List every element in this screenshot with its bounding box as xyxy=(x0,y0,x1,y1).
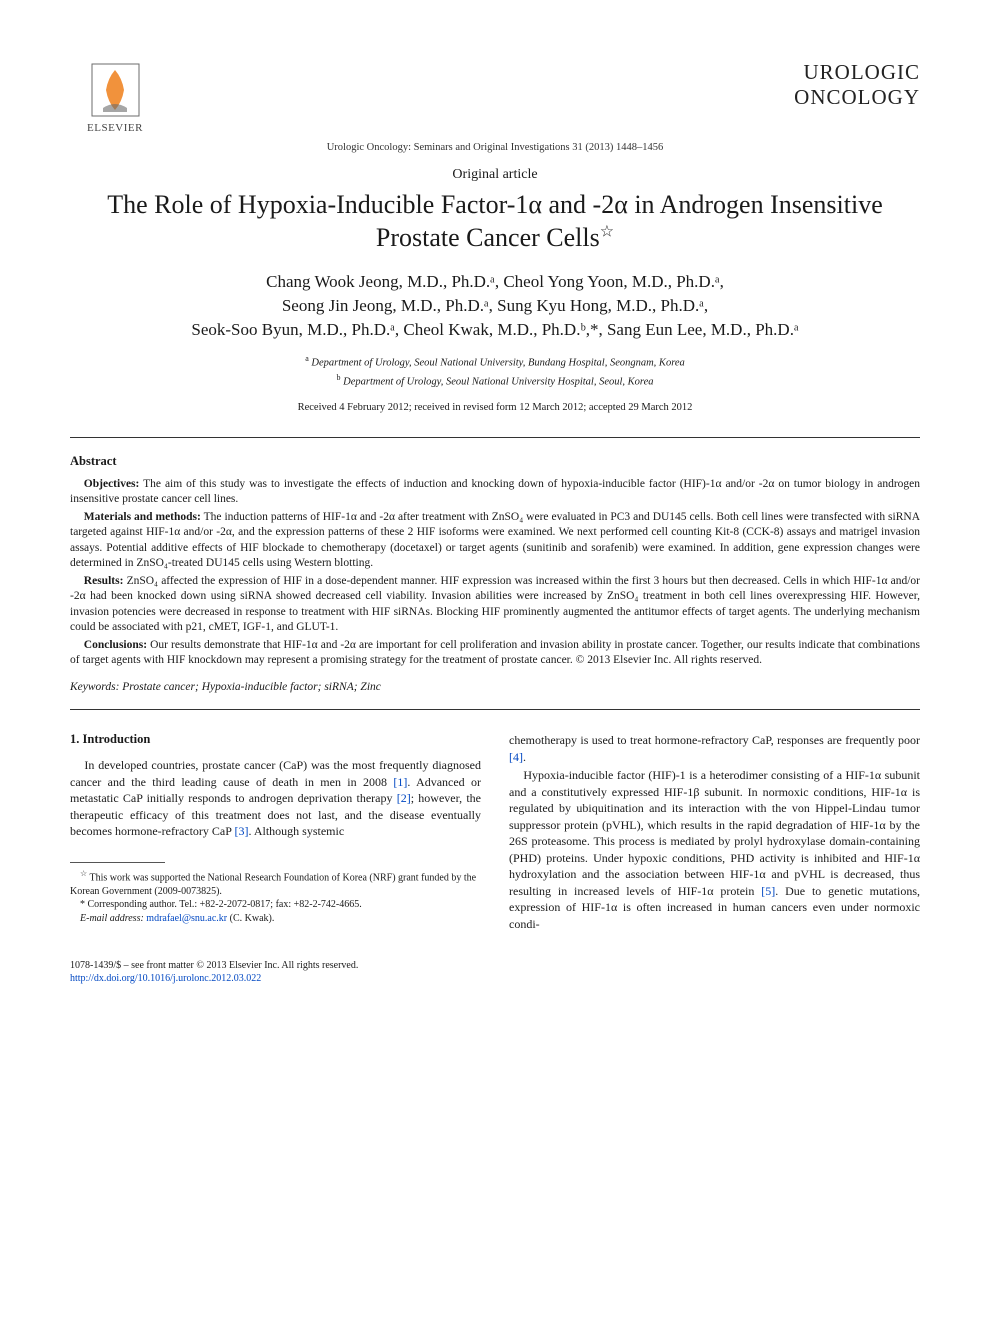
ref-link-3[interactable]: [3] xyxy=(235,824,249,838)
keywords-text: Prostate cancer; Hypoxia-inducible facto… xyxy=(119,681,380,693)
intro-para-1-cont: chemotherapy is used to treat hormone-re… xyxy=(509,732,920,765)
title-note-marker: ☆ xyxy=(600,223,614,240)
intro-para-1: In developed countries, prostate cancer … xyxy=(70,757,481,840)
elsevier-logo xyxy=(88,60,143,120)
ref-link-1[interactable]: [1] xyxy=(393,775,407,789)
footnote-funding: ☆ This work was supported the National R… xyxy=(70,869,481,898)
footnote-corresponding: * Corresponding author. Tel.: +82-2-2072… xyxy=(70,898,481,912)
intro-para-2: Hypoxia-inducible factor (HIF)-1 is a he… xyxy=(509,767,920,932)
affiliations: a Department of Urology, Seoul National … xyxy=(70,353,920,389)
article-title: The Role of Hypoxia-Inducible Factor-1α … xyxy=(70,189,920,254)
author-list: Chang Wook Jeong, M.D., Ph.D.ᵃ, Cheol Yo… xyxy=(70,270,920,341)
abstract-objectives: Objectives: The aim of this study was to… xyxy=(70,477,920,508)
abstract-heading: Abstract xyxy=(70,454,920,469)
ref-link-5[interactable]: [5] xyxy=(761,884,775,898)
issn-line: 1078-1439/$ – see front matter © 2013 El… xyxy=(70,959,920,972)
authors-line-3: Seok-Soo Byun, M.D., Ph.D.ᵃ, Cheol Kwak,… xyxy=(80,318,910,342)
abstract-methods: Materials and methods: The induction pat… xyxy=(70,510,920,572)
header-row: ELSEVIER UROLOGIC ONCOLOGY xyxy=(70,60,920,134)
keywords: Keywords: Prostate cancer; Hypoxia-induc… xyxy=(70,681,920,693)
affiliation-b: b Department of Urology, Seoul National … xyxy=(70,372,920,390)
abstract-block: Abstract Objectives: The aim of this stu… xyxy=(70,454,920,669)
email-link[interactable]: mdrafael@snu.ac.kr xyxy=(146,913,227,924)
left-column: 1. Introduction In developed countries, … xyxy=(70,732,481,935)
publisher-name: ELSEVIER xyxy=(87,122,143,134)
ref-link-2[interactable]: [2] xyxy=(397,791,411,805)
footnote-rule xyxy=(70,862,165,863)
publisher-block: ELSEVIER xyxy=(70,60,160,134)
journal-title-line-2: ONCOLOGY xyxy=(794,85,920,110)
ref-link-4[interactable]: [4] xyxy=(509,750,523,764)
right-column: chemotherapy is used to treat hormone-re… xyxy=(509,732,920,935)
keywords-label: Keywords: xyxy=(70,681,119,693)
article-dates: Received 4 February 2012; received in re… xyxy=(70,402,920,413)
body-columns: 1. Introduction In developed countries, … xyxy=(70,732,920,935)
affiliation-a: a Department of Urology, Seoul National … xyxy=(70,353,920,371)
title-text: The Role of Hypoxia-Inducible Factor-1α … xyxy=(107,190,882,252)
abstract-conclusions: Conclusions: Our results demonstrate tha… xyxy=(70,638,920,669)
authors-line-2: Seong Jin Jeong, M.D., Ph.D.ᵃ, Sung Kyu … xyxy=(80,294,910,318)
authors-line-1: Chang Wook Jeong, M.D., Ph.D.ᵃ, Cheol Yo… xyxy=(80,270,910,294)
citation-line: Urologic Oncology: Seminars and Original… xyxy=(70,142,920,153)
footer: 1078-1439/$ – see front matter © 2013 El… xyxy=(70,959,920,985)
article-type: Original article xyxy=(70,167,920,183)
doi-link[interactable]: http://dx.doi.org/10.1016/j.urolonc.2012… xyxy=(70,973,261,984)
journal-title-line-1: UROLOGIC xyxy=(794,60,920,85)
abstract-results: Results: ZnSO₄ affected the expression o… xyxy=(70,574,920,636)
rule-top xyxy=(70,437,920,438)
journal-title-block: UROLOGIC ONCOLOGY xyxy=(794,60,920,110)
rule-bottom xyxy=(70,709,920,710)
section-heading-intro: 1. Introduction xyxy=(70,732,481,747)
footnote-email: E-mail address: mdrafael@snu.ac.kr (C. K… xyxy=(70,912,481,926)
